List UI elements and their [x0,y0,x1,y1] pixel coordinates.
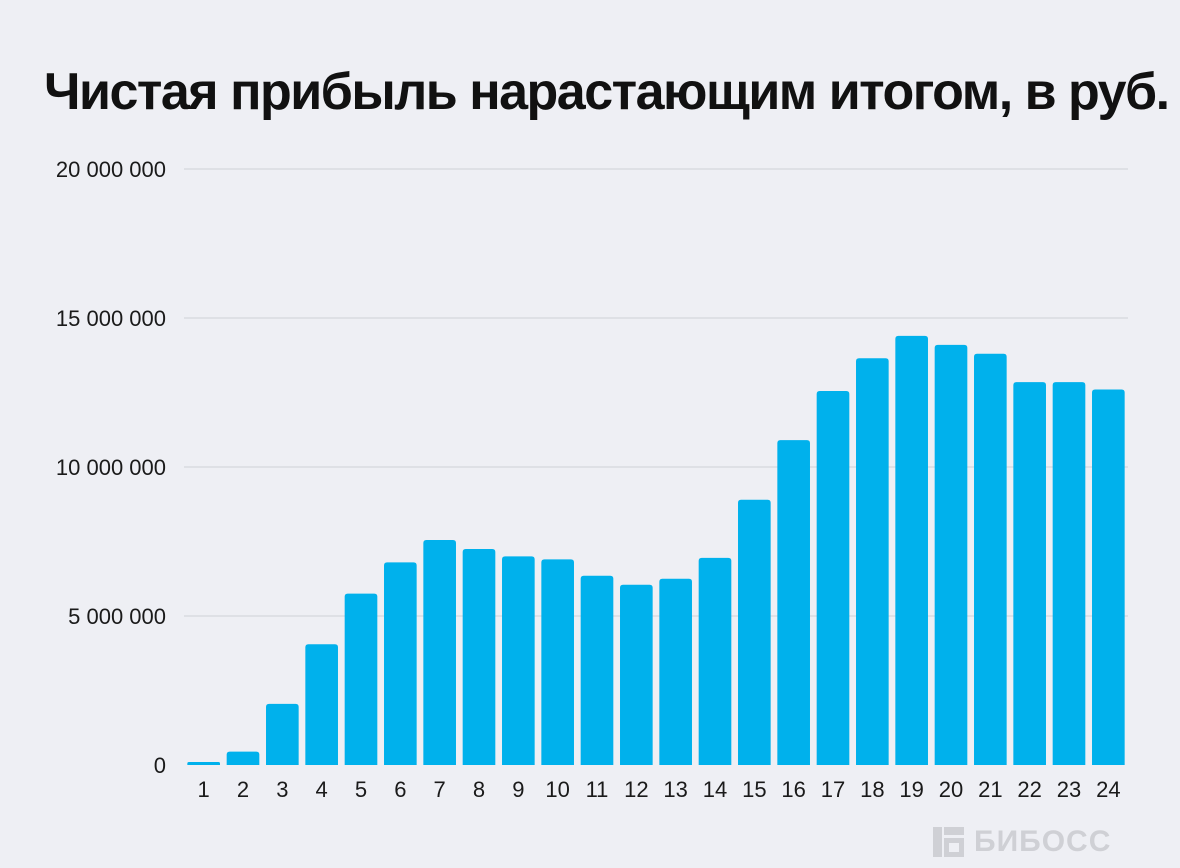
x-tick-label: 13 [663,777,687,802]
x-tick-label: 2 [237,777,249,802]
x-tick-label: 3 [276,777,288,802]
y-tick-label: 15 000 000 [56,306,166,331]
bar-16 [777,440,810,765]
x-tick-label: 17 [821,777,845,802]
x-tick-label: 9 [512,777,524,802]
bar-22 [1013,382,1046,765]
x-tick-label: 22 [1017,777,1041,802]
bar-20 [934,344,968,765]
bar-15 [738,499,771,765]
y-tick-label: 5 000 000 [68,604,166,629]
y-axis-tick-labels: 0 5 000 000 10 000 000 15 000 000 20 000 000 [56,157,166,778]
x-tick-label: 12 [624,777,648,802]
bars [187,335,1125,765]
bar-23 [1052,382,1086,765]
bar-3 [266,703,299,765]
bar-7 [423,540,456,765]
watermark-text: БИБОСС [974,825,1112,858]
bar-19 [895,335,928,765]
bar-10 [541,559,574,765]
bar-21 [974,353,1007,765]
bar-12 [620,584,653,765]
x-tick-label: 19 [899,777,923,802]
bar-1 [187,762,220,765]
x-tick-label: 15 [742,777,766,802]
x-tick-label: 14 [703,777,727,802]
bar-13 [659,578,692,765]
bar-2 [226,751,260,765]
bar-14 [698,557,732,765]
x-tick-label: 11 [586,777,609,802]
bar-6 [384,562,417,765]
bar-24 [1092,389,1125,765]
x-tick-label: 23 [1057,777,1081,802]
bar-18 [856,358,889,765]
x-tick-label: 8 [473,777,485,802]
y-tick-label: 10 000 000 [56,455,166,480]
x-tick-label: 20 [939,777,963,802]
bar-9 [502,556,535,765]
bar-11 [580,575,614,765]
x-tick-label: 16 [781,777,805,802]
x-tick-label: 18 [860,777,884,802]
bar-5 [344,593,378,765]
x-tick-label: 7 [434,777,446,802]
y-tick-label: 20 000 000 [56,157,166,182]
watermark: БИБОСС [932,822,1111,862]
x-tick-label: 1 [198,777,210,802]
bar-17 [816,391,850,765]
bar-8 [462,548,496,765]
x-tick-label: 21 [978,777,1002,802]
x-tick-label: 4 [316,777,328,802]
chart-title: Чистая прибыль нарастающим итогом, в руб… [44,63,1170,121]
x-tick-label: 10 [545,777,569,802]
y-tick-label: 0 [154,753,166,778]
bar-4 [305,644,338,765]
biboss-logo-icon [933,827,964,857]
gridlines [184,168,1128,617]
x-tick-label: 6 [394,777,406,802]
x-tick-label: 24 [1096,777,1120,802]
x-tick-label: 5 [355,777,367,802]
x-axis-tick-labels: 1 2 3 4 5 6 7 8 9 10 11 12 13 14 15 16 17 18 19 20 21 22 23 24 [198,777,1121,802]
